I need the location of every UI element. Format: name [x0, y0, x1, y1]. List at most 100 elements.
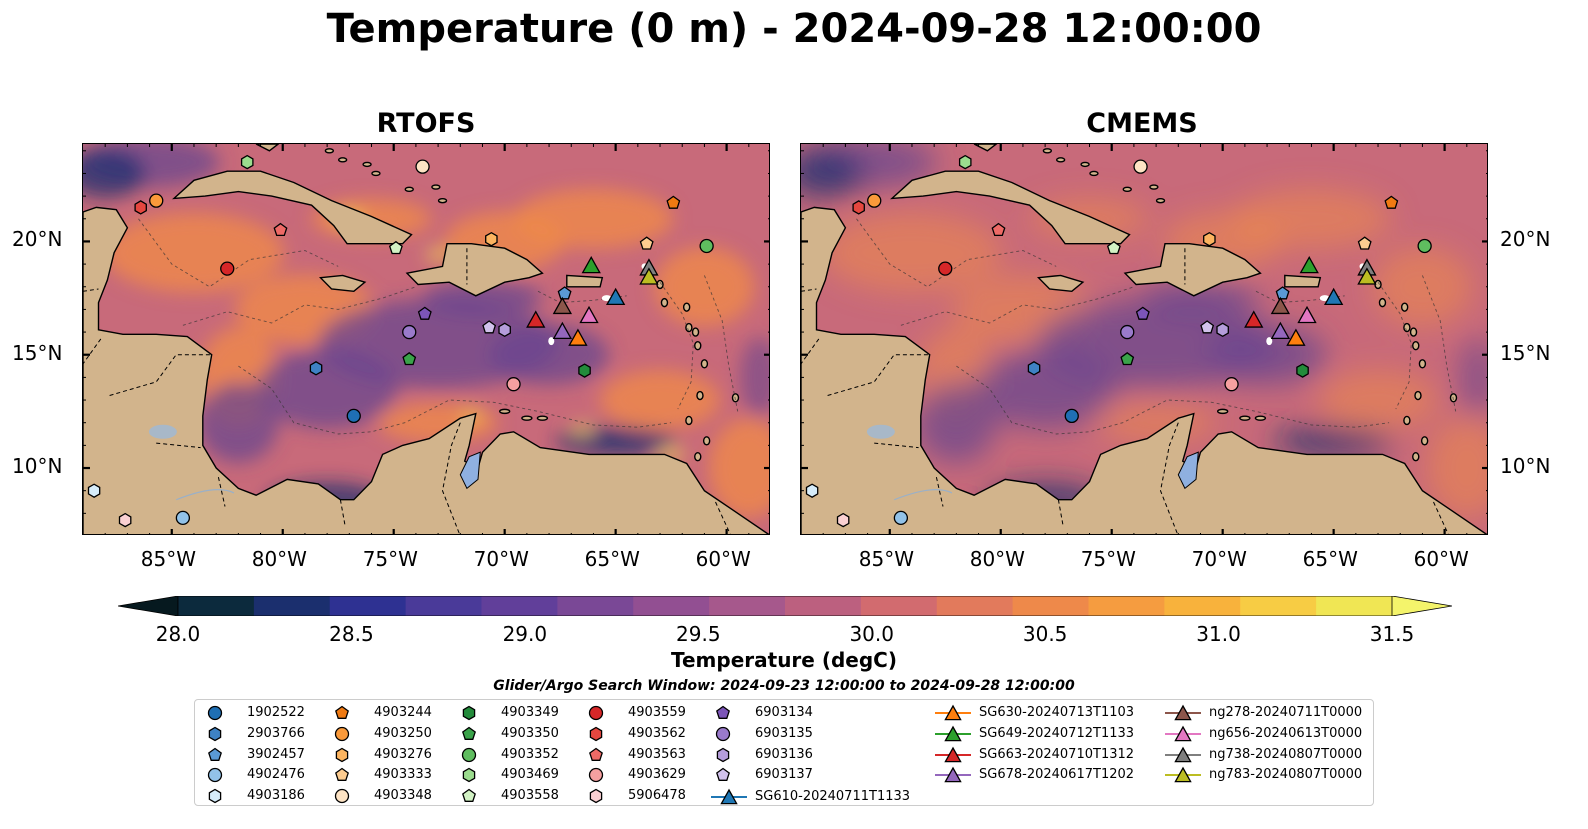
argo-marker-6903135 [1120, 324, 1135, 340]
rtofs-map [82, 143, 770, 535]
legend-label: 4903559 [628, 705, 686, 720]
x-tick-label: 60°W [1413, 547, 1469, 571]
colorbar-tick-label: 30.0 [849, 622, 894, 646]
legend-label: 6903137 [755, 767, 813, 783]
legend-label: 4903562 [628, 725, 686, 741]
legend-label: 4903276 [374, 746, 432, 762]
legend-label: 6903136 [755, 746, 813, 762]
argo-marker-4903250 [149, 193, 164, 208]
argo-marker-4903350 [1120, 351, 1135, 366]
legend-argo-marker [716, 705, 730, 719]
colorbar-segment [1012, 596, 1089, 616]
legend-argo-marker [588, 705, 604, 721]
argo-marker-4903558 [1106, 240, 1121, 255]
y-tick-label-left: 15°N [12, 340, 63, 365]
y-tick-label-right: 15°N [1500, 340, 1551, 365]
argo-marker-4903563 [991, 222, 1006, 237]
legend-label: SG630-20240713T1103 [979, 705, 1135, 720]
search-window-text: Glider/Argo Search Window: 2024-09-23 12… [493, 678, 1075, 694]
colorbar-segment [1240, 596, 1317, 616]
argo-marker-4903276 [485, 231, 498, 247]
legend-label: 4903469 [501, 767, 559, 783]
glider-marker-SG630-20240713T1103 [568, 328, 588, 346]
figure-title: Temperature (0 m) - 2024-09-28 12:00:00 [326, 6, 1262, 52]
glider-marker-SG678-20240617T1202 [552, 321, 573, 340]
legend-argo-marker [335, 768, 349, 782]
colorbar-segment [709, 596, 786, 616]
legend-label: 4903558 [501, 788, 559, 804]
colorbar-segment [1316, 596, 1393, 616]
glider-marker-SG610-20240711T1133 [1323, 287, 1344, 306]
colorbar-segment [1088, 596, 1165, 616]
colorbar-tick-label: 29.0 [502, 622, 548, 646]
legend-label: 4903563 [628, 746, 686, 762]
x-tick-label: 65°W [584, 547, 640, 571]
legend-glider-marker [944, 767, 962, 783]
colorbar-segment [633, 596, 710, 616]
legend-label: 4903350 [501, 725, 559, 741]
x-tick-label: 70°W [473, 547, 529, 571]
legend-label: 1902522 [247, 705, 305, 720]
colorbar-segment [178, 596, 255, 616]
legend-argo-marker [208, 788, 222, 804]
x-tick-label: 85°W [140, 547, 196, 571]
argo-marker-1902522 [346, 408, 361, 424]
cmems-map [800, 143, 1488, 535]
argo-marker-6903137 [1200, 320, 1215, 334]
legend-label: 4903629 [628, 767, 686, 783]
argo-marker-2903766 [309, 361, 323, 376]
argo-marker-4903352 [699, 238, 714, 254]
argo-marker-4903562 [852, 200, 865, 215]
colorbar-tick-label: 28.5 [329, 622, 374, 646]
glider-marker-SG630-20240713T1103 [1286, 328, 1306, 346]
glider-marker-SG610-20240711T1133 [605, 287, 626, 306]
colorbar-segment [936, 596, 1014, 616]
legend-label: 4903244 [374, 705, 432, 720]
argo-marker-1902522 [1064, 408, 1079, 424]
land-central-south-america [801, 206, 1487, 534]
legend-label: ng783-20240807T0000 [1209, 767, 1363, 783]
legend: 1902522 2903766 3902457 4902476 4903186 49032… [194, 699, 1374, 806]
glider-marker-SG678-20240617T1202 [1270, 321, 1291, 340]
argo-marker-4903558 [388, 240, 403, 255]
legend-argo-marker [462, 788, 476, 803]
legend-glider-marker [944, 746, 962, 762]
argo-marker-3902457 [1275, 286, 1290, 300]
argo-marker-4903186 [805, 483, 819, 498]
argo-marker-4903629 [506, 377, 521, 392]
legend-label: 4903333 [374, 767, 432, 783]
legend-label: 6903134 [755, 705, 813, 720]
x-tick-label: 75°W [1080, 547, 1136, 571]
colorbar-tick-label: 29.5 [676, 622, 721, 646]
legend-label: ng738-20240807T0000 [1209, 746, 1363, 762]
argo-marker-6903137 [482, 320, 497, 334]
argo-marker-2903766 [1027, 361, 1041, 376]
argo-marker-4903559 [938, 261, 953, 276]
argo-marker-4903186 [87, 483, 101, 498]
legend-argo-marker [462, 726, 476, 740]
legend-argo-marker [588, 768, 604, 783]
glider-marker-SG649-20240712T1133 [1299, 256, 1319, 274]
argo-marker-4903562 [134, 200, 147, 215]
legend-glider-marker [1174, 767, 1192, 783]
legend-glider-marker [1174, 725, 1192, 742]
legend-label: SG649-20240712T1133 [979, 725, 1135, 741]
argo-marker-4903469 [240, 154, 254, 170]
glider-marker-SG649-20240712T1133 [581, 256, 601, 274]
colorbar-segment [1164, 596, 1241, 616]
legend-argo-marker [335, 747, 349, 762]
colorbar-segment [785, 596, 862, 616]
legend-label: SG663-20240710T1312 [979, 746, 1135, 762]
legend-argo-marker [334, 726, 350, 741]
argo-marker-4903629 [1224, 377, 1239, 392]
argo-marker-6903136 [1216, 322, 1229, 338]
argo-marker-4903244 [1384, 195, 1399, 209]
colorbar-tick-label: 30.5 [1022, 622, 1068, 646]
argo-marker-4902476 [893, 510, 909, 526]
colorbar-segment [557, 596, 634, 616]
legend-label: 4903348 [374, 788, 432, 804]
legend-label: 4903349 [501, 705, 559, 720]
argo-marker-4903563 [273, 222, 288, 237]
glider-marker-SG663-20240710T1312 [526, 310, 546, 328]
argo-marker-4903348 [415, 159, 430, 174]
